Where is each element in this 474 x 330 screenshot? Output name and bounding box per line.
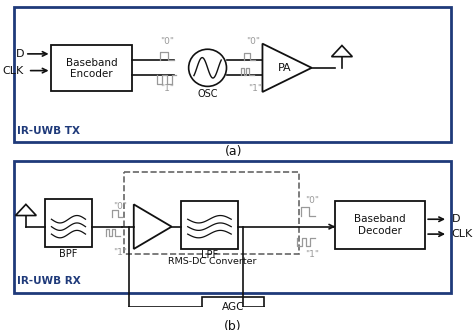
Text: CLK: CLK xyxy=(3,66,24,76)
Text: (a): (a) xyxy=(224,145,242,158)
Bar xyxy=(45,199,92,247)
Text: "1": "1" xyxy=(248,84,262,93)
Text: Baseband: Baseband xyxy=(66,58,118,68)
Bar xyxy=(124,172,300,254)
Text: D: D xyxy=(452,214,460,224)
Text: IR-UWB RX: IR-UWB RX xyxy=(17,277,81,286)
Text: (b): (b) xyxy=(224,320,242,330)
Text: Baseband: Baseband xyxy=(355,214,406,224)
Text: CLK: CLK xyxy=(452,229,473,239)
Text: "1": "1" xyxy=(113,248,128,257)
Text: Encoder: Encoder xyxy=(70,69,113,79)
Text: IR-UWB TX: IR-UWB TX xyxy=(17,126,80,136)
Text: RMS-DC Converter: RMS-DC Converter xyxy=(168,257,256,266)
Bar xyxy=(52,45,132,91)
Text: D: D xyxy=(16,49,24,59)
Text: "1": "1" xyxy=(305,250,319,259)
Bar xyxy=(181,201,238,249)
Bar xyxy=(202,297,264,318)
Text: OSC: OSC xyxy=(197,89,218,99)
Text: "1": "1" xyxy=(160,84,174,93)
Text: AGC: AGC xyxy=(222,303,245,313)
Text: "0": "0" xyxy=(305,196,319,205)
Text: PA: PA xyxy=(277,63,291,73)
Bar xyxy=(14,8,451,142)
Text: "0": "0" xyxy=(246,37,260,46)
Bar xyxy=(335,201,425,249)
Text: "0": "0" xyxy=(113,202,128,211)
Text: LPF: LPF xyxy=(201,250,218,260)
Text: Decoder: Decoder xyxy=(358,226,402,236)
Text: "0": "0" xyxy=(160,37,174,46)
Bar xyxy=(14,161,451,293)
Text: BPF: BPF xyxy=(59,248,78,259)
